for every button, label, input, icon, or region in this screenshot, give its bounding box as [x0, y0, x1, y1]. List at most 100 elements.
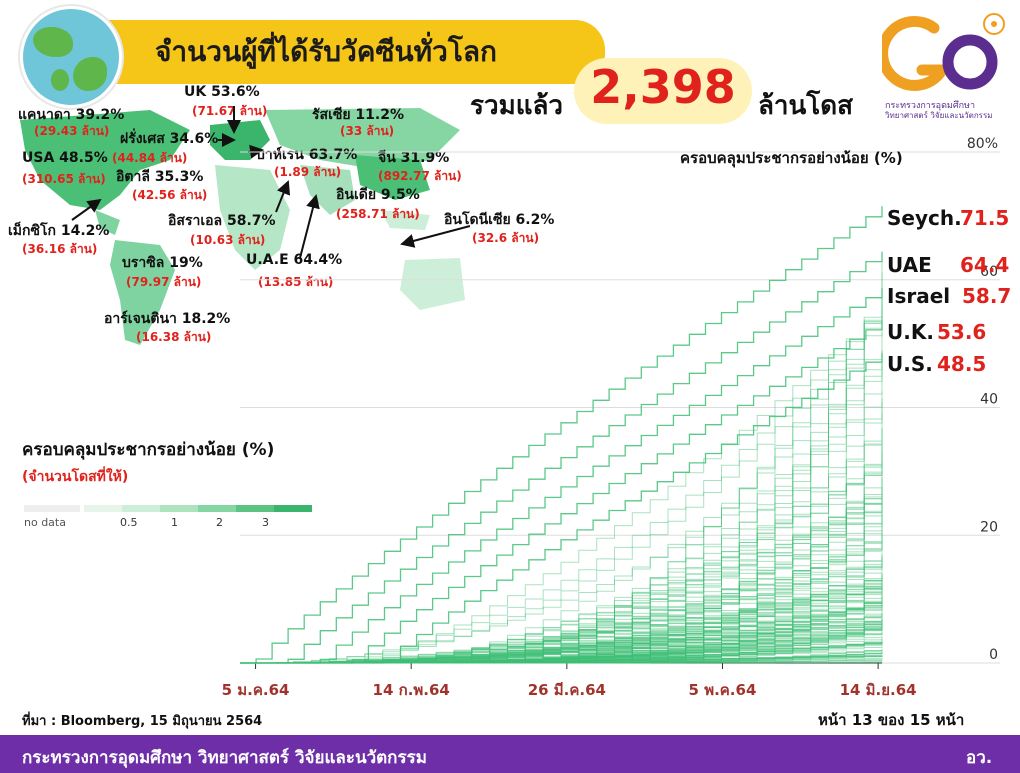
country-line: [240, 638, 883, 664]
country-line: [240, 500, 883, 664]
highlight-name: Seych.: [887, 206, 962, 230]
country-line: [240, 619, 883, 664]
country-line: [240, 655, 883, 664]
highlight-line: [240, 320, 883, 664]
logo-line2: วิทยาศาสตร์ วิจัยและนวัตกรรม: [885, 111, 993, 120]
x-tick-label: 26 มี.ค.64: [528, 681, 606, 699]
doses-uae: (13.85 ล้าน): [258, 275, 334, 289]
source-note: ที่มา : Bloomberg, 15 มิถุนายน 2564: [22, 714, 263, 729]
country-line: [240, 555, 883, 664]
country-line: [240, 656, 883, 664]
country-line: [240, 534, 883, 664]
country-line: [240, 621, 883, 664]
country-line: [240, 493, 883, 664]
doses-russia: (33 ล้าน): [340, 124, 395, 138]
country-line: [240, 643, 883, 664]
map-legend-subtitle: (จำนวนโดสที่ให้): [22, 469, 129, 485]
country-line: [240, 442, 883, 664]
y-tick-label: 20: [980, 519, 998, 535]
country-line: [240, 596, 883, 664]
country-line: [240, 357, 883, 664]
country-line: [240, 583, 883, 664]
country-line: [240, 463, 883, 664]
footer-ministry: กระทรวงการอุดมศึกษา วิทยาศาสตร์ วิจัยและ…: [22, 748, 427, 768]
country-line: [240, 652, 883, 664]
country-line: [240, 626, 883, 664]
country-line: [240, 391, 883, 664]
country-line: [240, 622, 883, 664]
country-line: [240, 514, 883, 664]
country-line: [240, 640, 883, 664]
country-line: [240, 655, 883, 664]
highlight-line: [240, 353, 883, 664]
highlight-name: UAE: [887, 253, 932, 277]
country-line: [240, 593, 883, 664]
country-line: [240, 576, 883, 664]
country-line: [240, 646, 883, 664]
country-line: [240, 562, 883, 664]
doses-france: (44.84 ล้าน): [112, 151, 188, 165]
total-suffix: ล้านโดส: [758, 91, 854, 121]
country-line: [240, 609, 883, 664]
country-line: [240, 446, 883, 664]
country-line: [240, 540, 883, 664]
total-pill: [574, 58, 752, 124]
highlight-name: U.S.: [887, 352, 933, 376]
country-line: [240, 598, 883, 664]
country-line: [240, 588, 883, 664]
label-israel: อิสราเอล 58.7%: [168, 213, 276, 229]
country-line: [240, 655, 883, 664]
country-line: [240, 555, 883, 664]
x-tick-label: 5 พ.ค.64: [689, 681, 757, 699]
globe-icon: [20, 6, 122, 108]
country-line: [240, 413, 883, 664]
y-tick-label: 0: [989, 647, 998, 663]
country-line: [240, 489, 883, 664]
doses-mexico: (36.16 ล้าน): [22, 242, 98, 256]
page-title: จำนวนผู้ที่ได้รับวัคซีนทั่วโลก: [155, 35, 498, 68]
country-line: [240, 562, 883, 664]
label-russia: รัสเซีย 11.2%: [312, 107, 404, 123]
country-line: [240, 574, 883, 664]
country-line: [240, 577, 883, 664]
country-line: [240, 650, 883, 664]
country-line: [240, 618, 883, 664]
chart-title: ครอบคลุมประชากรอย่างน้อย (%): [680, 149, 903, 167]
country-line: [240, 486, 883, 664]
country-line: [240, 350, 883, 664]
x-tick-label: 14 มิ.ย.64: [840, 681, 917, 699]
country-line: [240, 472, 883, 664]
country-line: [240, 626, 883, 664]
label-uae: U.A.E 64.4%: [246, 252, 343, 268]
country-line: [240, 619, 883, 664]
country-line: [240, 366, 883, 664]
country-line: [240, 582, 883, 664]
country-line: [240, 574, 883, 664]
label-uk: UK 53.6%: [184, 84, 260, 100]
label-india: อินเดีย 9.5%: [336, 187, 420, 203]
ministry-logo: [882, 13, 1005, 91]
highlight-value: 64.4: [960, 253, 1010, 277]
highlight-name: Israel: [887, 284, 951, 308]
country-line: [240, 604, 883, 664]
country-line: [240, 595, 883, 664]
label-indonesia: อินโดนีเซีย 6.2%: [444, 212, 555, 228]
highlight-name: U.K.: [887, 320, 934, 344]
label-china: จีน 31.9%: [378, 150, 450, 166]
country-line: [240, 596, 883, 664]
country-line: [240, 622, 883, 664]
country-line: [240, 498, 883, 664]
country-line: [240, 660, 883, 664]
country-line: [240, 658, 883, 664]
country-line: [240, 623, 883, 664]
y-tick-label: 40: [980, 392, 998, 408]
country-line: [240, 402, 883, 664]
country-line: [240, 642, 883, 664]
country-line: [240, 651, 883, 664]
x-tick-label: 14 ก.พ.64: [373, 681, 450, 699]
country-line: [240, 630, 883, 664]
country-line: [240, 623, 883, 664]
country-line: [240, 272, 883, 664]
country-line: [240, 428, 883, 664]
